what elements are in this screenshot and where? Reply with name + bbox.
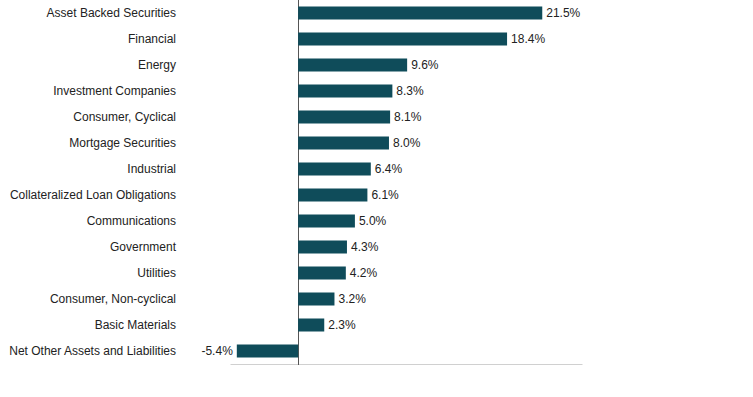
category-label: Utilities bbox=[137, 266, 176, 280]
y-tick: Collateralized Loan Obligations bbox=[10, 188, 176, 202]
y-tick: Government bbox=[110, 240, 177, 254]
bar bbox=[237, 345, 298, 358]
y-tick: Mortgage Securities bbox=[69, 136, 176, 150]
data-label: -5.4% bbox=[201, 344, 233, 358]
category-label: Government bbox=[110, 240, 177, 254]
bar bbox=[298, 7, 542, 20]
y-tick: Consumer, Cyclical bbox=[73, 110, 176, 124]
data-label: 8.0% bbox=[393, 136, 421, 150]
category-label: Net Other Assets and Liabilities bbox=[9, 344, 176, 358]
category-label: Industrial bbox=[127, 162, 176, 176]
y-tick: Utilities bbox=[137, 266, 176, 280]
y-tick: Energy bbox=[138, 58, 176, 72]
data-labels: 21.5%18.4% 9.6% 8.3% 8.1% 8.0% 6.4% 6.1% 5.0% 4.… bbox=[201, 6, 580, 358]
data-label: 9.6% bbox=[411, 58, 439, 72]
y-tick: Financial bbox=[128, 32, 176, 46]
category-label: Consumer, Non-cyclical bbox=[50, 292, 176, 306]
data-label: 8.3% bbox=[396, 84, 424, 98]
category-label: Consumer, Cyclical bbox=[73, 110, 176, 124]
y-tick: Basic Materials bbox=[95, 318, 176, 332]
x-axis bbox=[231, 364, 583, 366]
data-label: 6.4% bbox=[375, 162, 403, 176]
x-axis-line bbox=[231, 364, 583, 365]
chart: Asset Backed Securities Financial Energy In… bbox=[0, 0, 753, 397]
data-label: 4.3% bbox=[351, 240, 379, 254]
bar bbox=[298, 163, 371, 176]
bar bbox=[298, 137, 389, 150]
category-label: Financial bbox=[128, 32, 176, 46]
bar bbox=[298, 111, 390, 124]
category-label: Energy bbox=[138, 58, 176, 72]
y-tick: Communications bbox=[87, 214, 176, 228]
data-label: 3.2% bbox=[338, 292, 366, 306]
bar bbox=[298, 33, 507, 46]
bar bbox=[298, 293, 334, 306]
y-tick: Investment Companies bbox=[53, 84, 176, 98]
bar bbox=[298, 215, 355, 228]
data-label: 5.0% bbox=[359, 214, 387, 228]
category-label: Basic Materials bbox=[95, 318, 176, 332]
y-tick: Industrial bbox=[127, 162, 176, 176]
bar bbox=[298, 267, 346, 280]
bar bbox=[298, 59, 407, 72]
category-label: Mortgage Securities bbox=[69, 136, 176, 150]
y-axis: Asset Backed Securities Financial Energy In… bbox=[9, 6, 176, 358]
y-tick: Consumer, Non-cyclical bbox=[50, 292, 176, 306]
data-label: 21.5% bbox=[546, 6, 580, 20]
bar bbox=[298, 241, 347, 254]
data-label: 2.3% bbox=[328, 318, 356, 332]
bar bbox=[298, 319, 324, 332]
bar bbox=[298, 85, 392, 98]
data-label: 6.1% bbox=[371, 188, 399, 202]
bar bbox=[298, 189, 367, 202]
bars bbox=[237, 7, 542, 358]
data-label: 4.2% bbox=[350, 266, 378, 280]
y-tick: Net Other Assets and Liabilities bbox=[9, 344, 176, 358]
zero-lines bbox=[298, 0, 299, 365]
category-label: Asset Backed Securities bbox=[47, 6, 176, 20]
category-label: Investment Companies bbox=[53, 84, 176, 98]
category-label: Communications bbox=[87, 214, 176, 228]
data-label: 18.4% bbox=[511, 32, 545, 46]
category-label: Collateralized Loan Obligations bbox=[10, 188, 176, 202]
data-label: 8.1% bbox=[394, 110, 422, 124]
y-tick: Asset Backed Securities bbox=[47, 6, 176, 20]
zero-line bbox=[298, 0, 299, 365]
